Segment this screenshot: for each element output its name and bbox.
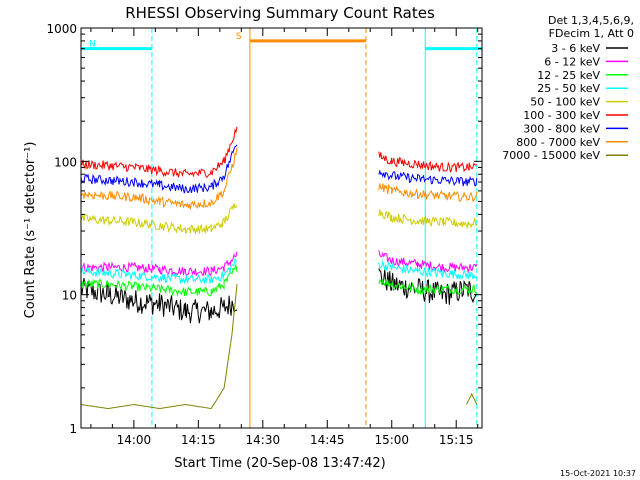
series-line (80, 277, 238, 324)
series-line (378, 169, 478, 187)
series-line (378, 209, 477, 230)
series-line (378, 250, 478, 274)
axis-ticks: 1 10 100 1000 14:00 14:15 14:30 14:45 15:00 15:15 (46, 22, 482, 447)
y-tick-label: 1000 (46, 22, 77, 36)
series-line (80, 251, 238, 277)
series-lines (80, 126, 478, 410)
y-axis-label: Count Rate (s⁻¹ detector⁻¹) (23, 142, 38, 319)
series-line (378, 260, 477, 280)
x-tick-label: 14:00 (117, 433, 152, 447)
vertical-markers (151, 28, 478, 428)
legend-entry-label: 12 - 25 keV (537, 69, 600, 82)
x-tick-label: 15:00 (374, 433, 409, 447)
x-tick-label: 15:15 (439, 433, 474, 447)
chart-title: RHESSI Observing Summary Count Rates (125, 4, 435, 22)
series-line (80, 144, 238, 194)
series-line (378, 151, 478, 173)
flag-bars: NS (81, 32, 482, 51)
series-line (80, 257, 238, 284)
x-tick-label: 14:30 (246, 433, 281, 447)
legend-entry-label: 6 - 12 keV (544, 55, 600, 68)
legend-entry-label: 100 - 300 keV (523, 109, 600, 122)
x-tick-label: 14:15 (181, 433, 216, 447)
series-line (378, 183, 478, 203)
series-line (80, 263, 238, 297)
series-line (80, 147, 238, 210)
series-line (378, 268, 477, 305)
legend-header: FDecim 1, Att 0 (549, 27, 634, 40)
plot-frame (80, 27, 483, 429)
flag-label: S (236, 32, 242, 42)
series-line (378, 278, 478, 296)
legend-entry-label: 3 - 6 keV (551, 42, 600, 55)
legend-entry-label: 300 - 800 keV (523, 122, 600, 135)
y-tick-label: 1 (69, 422, 77, 436)
series-line (80, 126, 238, 178)
y-tick-label: 100 (54, 155, 77, 169)
series-line (80, 203, 238, 234)
flag-label: N (89, 40, 96, 50)
legend-entry-label: 50 - 100 keV (530, 96, 600, 109)
legend-entry-label: 7000 - 15000 keV (502, 149, 600, 162)
footer-date: 15-Oct-2021 10:37 (560, 469, 636, 478)
legend-entry-label: 800 - 7000 keV (516, 136, 600, 149)
y-tick-label: 10 (62, 289, 77, 303)
series-line (466, 392, 478, 405)
series-line (80, 284, 238, 410)
legend-header: Det 1,3,4,5,6,9, (548, 14, 634, 27)
legend: Det 1,3,4,5,6,9,FDecim 1, Att 0 3 - 6 keV… (502, 14, 634, 162)
x-axis-label: Start Time (20-Sep-08 13:47:42) (174, 456, 385, 471)
legend-entry-label: 25 - 50 keV (537, 82, 600, 95)
x-tick-label: 14:45 (310, 433, 345, 447)
